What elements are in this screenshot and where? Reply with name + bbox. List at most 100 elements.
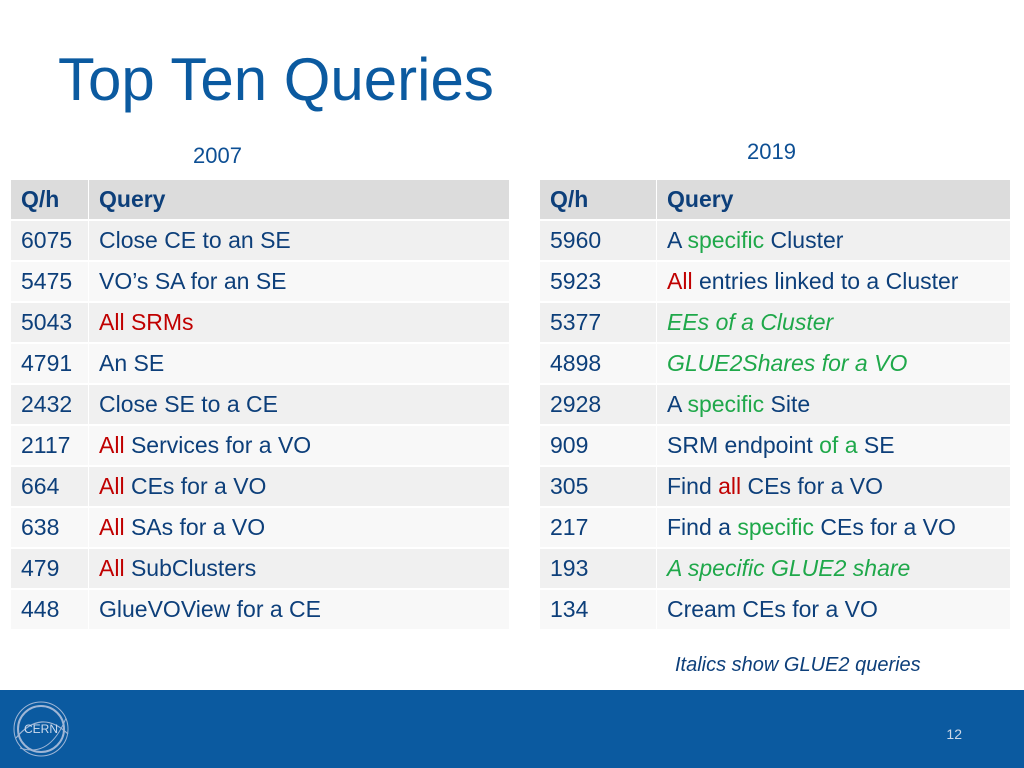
table-2007-body: 6075 Close CE to an SE 5475 VO’s SA for an … xyxy=(11,221,510,629)
table-2019: Q/h Query 5960 A specific Cluster 5923 All … xyxy=(540,178,1011,631)
table-row: 2928 A specific Site xyxy=(540,385,1011,424)
cern-logo-icon: CERN xyxy=(13,701,69,757)
query-text: A specific Cluster xyxy=(657,221,1011,260)
qh-value: 305 xyxy=(540,467,657,506)
cern-logo-text: CERN xyxy=(24,722,58,736)
qh-value: 5475 xyxy=(11,262,89,301)
query-text: All entries linked to a Cluster xyxy=(657,262,1011,301)
qh-value: 2432 xyxy=(11,385,89,424)
table-row: 909 SRM endpoint of a SE xyxy=(540,426,1011,465)
query-text: GLUE2Shares for a VO xyxy=(657,344,1011,383)
qh-value: 5923 xyxy=(540,262,657,301)
table-row: 448 GlueVOView for a CE xyxy=(11,590,510,629)
query-text: All Services for a VO xyxy=(89,426,510,465)
table-row: 4898 GLUE2Shares for a VO xyxy=(540,344,1011,383)
query-text: Find a specific CEs for a VO xyxy=(657,508,1011,547)
header-qh: Q/h xyxy=(11,180,89,219)
qh-value: 909 xyxy=(540,426,657,465)
year-2007-label: 2007 xyxy=(193,143,242,168)
table-header-row: Q/h Query xyxy=(11,180,510,219)
query-text: Close CE to an SE xyxy=(89,221,510,260)
query-text-part: GLUE2Shares for a VO xyxy=(667,350,908,376)
query-text-part: Cluster xyxy=(764,227,844,253)
query-text: Find all CEs for a VO xyxy=(657,467,1011,506)
query-text: VO’s SA for an SE xyxy=(89,262,510,301)
query-text: EEs of a Cluster xyxy=(657,303,1011,342)
table-row: 479 All SubClusters xyxy=(11,549,510,588)
qh-value: 5043 xyxy=(11,303,89,342)
header-query: Query xyxy=(89,180,510,219)
qh-value: 2117 xyxy=(11,426,89,465)
query-text-part: entries linked to a Cluster xyxy=(692,268,959,294)
qh-value: 217 xyxy=(540,508,657,547)
query-text-part: all xyxy=(718,473,742,499)
query-text-part: Cream CEs for a VO xyxy=(667,596,878,622)
table-row: 217 Find a specific CEs for a VO xyxy=(540,508,1011,547)
query-text: SRM endpoint of a SE xyxy=(657,426,1011,465)
table-row: 5043 All SRMs xyxy=(11,303,510,342)
query-text-part: EEs of a Cluster xyxy=(667,309,834,335)
header-qh: Q/h xyxy=(540,180,657,219)
header-query: Query xyxy=(657,180,1011,219)
query-text-part: A xyxy=(667,227,688,253)
query-text: All SubClusters xyxy=(89,549,510,588)
query-text-part: A specific GLUE2 share xyxy=(667,555,911,581)
table-row: 4791 An SE xyxy=(11,344,510,383)
table-row: 638 All SAs for a VO xyxy=(11,508,510,547)
qh-value: 479 xyxy=(11,549,89,588)
query-text-part: SE xyxy=(857,432,895,458)
query-text-part: Close CE to an SE xyxy=(99,227,291,253)
qh-value: 6075 xyxy=(11,221,89,260)
query-text-part: All xyxy=(99,555,125,581)
table-row: 2117 All Services for a VO xyxy=(11,426,510,465)
qh-value: 193 xyxy=(540,549,657,588)
query-text-part: specific xyxy=(737,514,815,540)
query-text: GlueVOView for a CE xyxy=(89,590,510,629)
query-text-part: All xyxy=(667,268,693,294)
qh-value: 5960 xyxy=(540,221,657,260)
query-text-part: CEs for a VO xyxy=(814,514,956,540)
qh-value: 4898 xyxy=(540,344,657,383)
qh-value: 4791 xyxy=(11,344,89,383)
query-text-part: All xyxy=(99,514,125,540)
year-2019-label: 2019 xyxy=(747,139,796,164)
table-row: 5377 EEs of a Cluster xyxy=(540,303,1011,342)
query-text: A specific Site xyxy=(657,385,1011,424)
query-text: Close SE to a CE xyxy=(89,385,510,424)
query-text-part: CEs for a VO xyxy=(124,473,267,499)
query-text-part: A xyxy=(667,391,688,417)
query-text-part: SubClusters xyxy=(124,555,257,581)
table-row: 305 Find all CEs for a VO xyxy=(540,467,1011,506)
query-text: An SE xyxy=(89,344,510,383)
query-text-part: Close SE to a CE xyxy=(99,391,278,417)
query-text-part: SAs for a VO xyxy=(124,514,266,540)
table-row: 664 All CEs for a VO xyxy=(11,467,510,506)
query-text-part: VO’s SA for an SE xyxy=(99,268,287,294)
query-text: Cream CEs for a VO xyxy=(657,590,1011,629)
page-title: Top Ten Queries xyxy=(58,46,494,113)
query-text: All SAs for a VO xyxy=(89,508,510,547)
table-row: 193 A specific GLUE2 share xyxy=(540,549,1011,588)
page-number: 12 xyxy=(946,726,962,742)
query-text-part: CEs for a VO xyxy=(741,473,884,499)
query-text-part: Find xyxy=(667,473,719,499)
table-row: 5960 A specific Cluster xyxy=(540,221,1011,260)
table-2007: Q/h Query 6075 Close CE to an SE 5475 VO’s … xyxy=(11,178,510,631)
qh-value: 448 xyxy=(11,590,89,629)
footer-bar: CERN 12 xyxy=(0,690,1024,768)
query-text-part: specific xyxy=(687,391,765,417)
table-2019-body: 5960 A specific Cluster 5923 All entries li… xyxy=(540,221,1011,629)
query-text-part: An SE xyxy=(99,350,165,376)
glue2-note: Italics show GLUE2 queries xyxy=(675,654,921,676)
table-row: 134 Cream CEs for a VO xyxy=(540,590,1011,629)
qh-value: 664 xyxy=(11,467,89,506)
query-text-part: GlueVOView for a CE xyxy=(99,596,322,622)
query-text-part: Find a xyxy=(667,514,738,540)
table-row: 5923 All entries linked to a Cluster xyxy=(540,262,1011,301)
table-header-row: Q/h Query xyxy=(540,180,1011,219)
query-text-part: Site xyxy=(764,391,811,417)
query-text-part: All xyxy=(99,432,125,458)
table-row: 2432 Close SE to a CE xyxy=(11,385,510,424)
query-text-part: specific xyxy=(687,227,765,253)
query-text: A specific GLUE2 share xyxy=(657,549,1011,588)
